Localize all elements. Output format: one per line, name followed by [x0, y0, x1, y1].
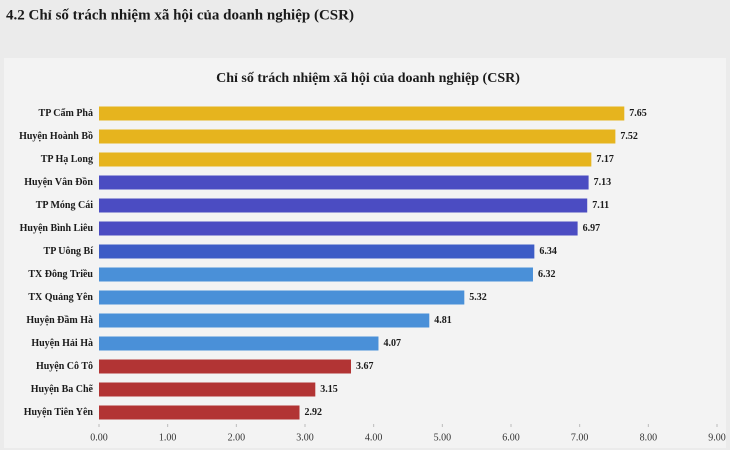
bar [99, 106, 625, 121]
value-label: 7.52 [620, 131, 638, 142]
y-tick-label: TX Đông Triều [28, 269, 93, 280]
y-tick-label: TP Hạ Long [41, 154, 93, 165]
value-label: 6.32 [538, 269, 556, 280]
value-label: 6.34 [539, 246, 557, 257]
x-tick-label: 5.00 [434, 432, 452, 443]
chart-title: Chỉ số trách nhiệm xã hội của doanh nghi… [216, 71, 520, 86]
bar [99, 152, 592, 167]
x-tick-label: 9.00 [708, 432, 726, 443]
x-tick-label: 8.00 [640, 432, 658, 443]
bar [99, 267, 533, 282]
y-tick-label: Huyện Cô Tô [36, 361, 93, 372]
bar [99, 359, 352, 374]
x-tick-label: 4.00 [365, 432, 383, 443]
bar [99, 175, 589, 190]
y-tick-label: Huyện Hoành Bồ [19, 131, 93, 142]
y-tick-label: Huyện Ba Chẽ [31, 384, 94, 395]
y-tick-label: TX Quảng Yên [28, 292, 93, 303]
bar [99, 313, 430, 328]
bar [99, 290, 465, 305]
x-tick-label: 3.00 [296, 432, 314, 443]
x-tick-label: 6.00 [502, 432, 520, 443]
y-tick-label: Huyện Bình Liêu [20, 223, 94, 234]
y-tick-label: TP Cẩm Phả [39, 108, 93, 119]
bar [99, 129, 616, 144]
x-tick-label: 7.00 [571, 432, 589, 443]
y-tick-label: Huyện Hải Hà [31, 338, 93, 349]
value-label: 7.17 [596, 154, 614, 165]
y-tick-label: Huyện Vân Đồn [24, 177, 93, 188]
y-tick-label: Huyện Đầm Hà [26, 315, 93, 326]
bar [99, 336, 379, 351]
y-tick-label: TP Móng Cái [36, 200, 93, 211]
value-label: 5.32 [469, 292, 487, 303]
value-label: 7.11 [592, 200, 609, 211]
y-tick-label: TP Uông Bí [44, 246, 94, 257]
x-tick-label: 1.00 [159, 432, 177, 443]
value-label: 4.81 [434, 315, 452, 326]
value-label: 2.92 [305, 407, 323, 418]
bar [99, 198, 588, 213]
bar [99, 221, 578, 236]
heading: 4.2 Chỉ số trách nhiệm xã hội của doanh … [6, 7, 354, 23]
x-tick-label: 2.00 [228, 432, 246, 443]
value-label: 4.07 [383, 338, 401, 349]
value-label: 3.15 [320, 384, 338, 395]
x-tick-label: 0.00 [90, 432, 108, 443]
bar [99, 244, 535, 259]
bar [99, 405, 300, 420]
value-label: 3.67 [356, 361, 374, 372]
bar [99, 382, 316, 397]
y-tick-label: Huyện Tiên Yên [24, 407, 94, 418]
value-label: 6.97 [583, 223, 601, 234]
value-label: 7.13 [594, 177, 612, 188]
value-label: 7.65 [629, 108, 647, 119]
